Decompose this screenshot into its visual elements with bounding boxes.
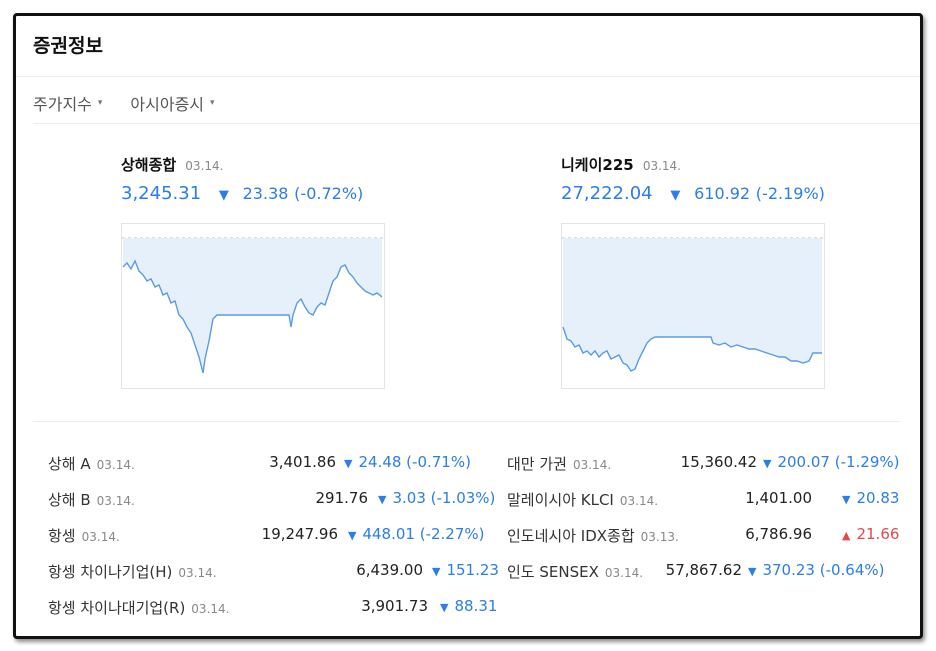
item-name: 말레이시아 KLCI [507, 491, 614, 509]
caret-down-icon: ▾ [97, 98, 103, 108]
list-item[interactable]: 인도 SENSEX 03.14. 57,867.62 ▼ 370.23 (-0.64… [507, 561, 907, 583]
item-name: 항셍 차이나대기업(R) [48, 599, 186, 617]
index-percent: (-2.19%) [755, 184, 825, 203]
shanghai-sparkline-chart[interactable] [121, 223, 386, 390]
index-change: 23.38 [242, 184, 289, 203]
tab-bar: 주가지수 ▾ 아시아증시 ▾ [33, 91, 215, 115]
divider [33, 123, 920, 124]
item-value: 3,401.86 [269, 453, 336, 471]
list-item[interactable]: 상해 A 03.14. 3,401.86 ▼ 24.48 (-0.71%) [48, 453, 472, 475]
item-change: 448.01 (-2.27%) [362, 525, 485, 543]
tab-label: 아시아증시 [130, 95, 205, 114]
item-change: 151.23 [446, 561, 499, 579]
index-date: 03.14. [642, 159, 681, 173]
divider [33, 421, 900, 422]
item-change: 21.66 [856, 525, 900, 543]
down-arrow-icon: ▼ [748, 565, 757, 578]
index-percent: (-0.72%) [294, 184, 364, 203]
item-date: 03.14. [178, 566, 217, 580]
list-item[interactable]: 항셍 03.14. 19,247.96 ▼ 448.01 (-2.27%) [48, 525, 485, 547]
stock-info-panel: 증권정보 주가지수 ▾ 아시아증시 ▾ 상해종합 03.14. 3,245.31… [13, 13, 923, 639]
panel-title: 증권정보 [33, 35, 103, 57]
down-arrow-icon: ▼ [348, 529, 357, 542]
item-value: 6,439.00 [356, 561, 423, 579]
item-value: 291.76 [315, 489, 369, 507]
down-arrow-icon: ▼ [432, 565, 441, 578]
caret-down-icon: ▾ [210, 98, 215, 108]
item-name: 대만 가권 [507, 455, 567, 473]
item-name: 항셍 차이나기업(H) [48, 563, 173, 581]
featured-index-shanghai[interactable]: 상해종합 03.14. 3,245.31 ▼ 23.38 (-0.72%) [121, 154, 363, 204]
item-date: 03.14. [604, 566, 644, 580]
tab-stock-index[interactable]: 주가지수 ▾ [33, 91, 102, 115]
tab-label: 주가지수 [33, 95, 92, 114]
down-arrow-icon: ▼ [440, 601, 449, 614]
down-arrow-icon: ▼ [218, 188, 229, 203]
item-name: 항셍 [48, 527, 76, 545]
item-date: 03.14. [191, 602, 230, 616]
down-arrow-icon: ▼ [670, 188, 681, 203]
nikkei-sparkline-chart[interactable] [561, 223, 826, 390]
index-name: 니케이225 [561, 156, 634, 174]
tab-asia-market[interactable]: 아시아증시 ▾ [130, 91, 214, 115]
item-date: 03.14. [96, 458, 135, 472]
item-change: 3.03 (-1.03%) [392, 489, 496, 507]
index-change: 610.92 [694, 184, 751, 203]
item-change: 200.07 (-1.29%) [777, 453, 900, 471]
item-name: 인도네시아 IDX종합 [507, 527, 635, 545]
item-date: 03.14. [96, 494, 135, 508]
index-value: 3,245.31 [121, 183, 202, 204]
item-value: 3,901.73 [361, 597, 428, 615]
index-name: 상해종합 [121, 156, 177, 174]
item-change: 370.23 (-0.64%) [762, 561, 885, 579]
up-arrow-icon: ▲ [842, 529, 851, 542]
item-value: 19,247.96 [261, 525, 338, 543]
list-item[interactable]: 인도네시아 IDX종합 03.13. 6,786.96 ▲ 21.66 [507, 525, 907, 547]
index-value: 27,222.04 [561, 183, 653, 204]
item-value: 15,360.42 [680, 453, 757, 471]
list-item[interactable]: 상해 B 03.14. 291.76 ▼ 3.03 (-1.03%) [48, 489, 495, 511]
chart-line [562, 326, 822, 372]
item-value: 57,867.62 [665, 561, 742, 579]
chart-area [123, 238, 382, 373]
item-change: 20.83 [856, 489, 900, 507]
item-name: 상해 B [48, 491, 91, 509]
chart-line [122, 259, 383, 374]
list-item[interactable]: 대만 가권 03.14. 15,360.42 ▼ 200.07 (-1.29%) [507, 453, 907, 475]
list-item[interactable]: 항셍 차이나대기업(R) 03.14. 3,901.73 ▼ 88.31 [48, 597, 497, 619]
down-arrow-icon: ▼ [378, 493, 387, 506]
divider [16, 76, 920, 77]
item-value: 1,401.00 [745, 489, 812, 507]
item-date: 03.14. [572, 458, 612, 472]
down-arrow-icon: ▼ [763, 457, 772, 470]
item-change: 88.31 [454, 597, 498, 615]
list-item[interactable]: 말레이시아 KLCI 03.14. 1,401.00 ▼ 20.83 [507, 489, 907, 511]
chart-area [563, 238, 822, 371]
item-date: 03.14. [81, 530, 120, 544]
down-arrow-icon: ▼ [344, 457, 353, 470]
item-name: 인도 SENSEX [507, 563, 599, 581]
index-date: 03.14. [185, 159, 224, 173]
item-value: 6,786.96 [745, 525, 812, 543]
down-arrow-icon: ▼ [842, 493, 851, 506]
item-change: 24.48 (-0.71%) [358, 453, 471, 471]
item-date: 03.13. [640, 530, 679, 544]
item-date: 03.14. [619, 494, 659, 508]
item-name: 상해 A [48, 455, 91, 473]
list-item[interactable]: 항셍 차이나기업(H) 03.14. 6,439.00 ▼ 151.23 [48, 561, 499, 583]
featured-index-nikkei[interactable]: 니케이225 03.14. 27,222.04 ▼ 610.92 (-2.19%… [561, 154, 825, 204]
